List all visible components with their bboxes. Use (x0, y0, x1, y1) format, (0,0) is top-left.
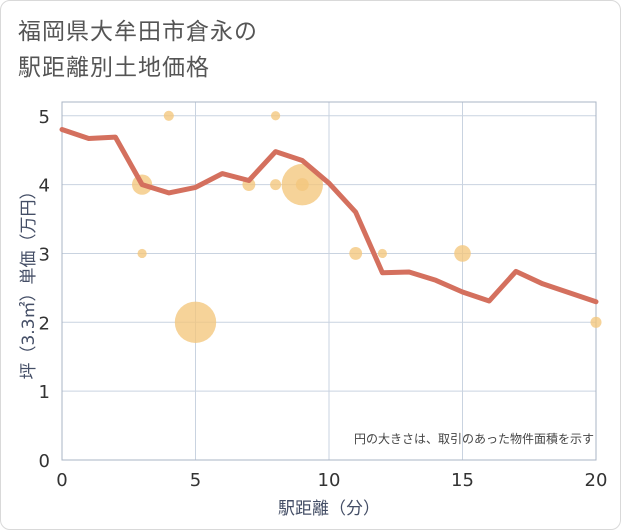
axis-ticks: 0 5 10 15 20 0 1 2 3 4 5 (39, 107, 608, 491)
scatter-point (349, 247, 363, 260)
size-note: 円の大きさは、取引のあった物件面積を示す (354, 431, 594, 446)
title-line-1: 福岡県大牟田市倉永の (18, 19, 258, 45)
scatter-point (174, 301, 217, 344)
scatter-point (137, 248, 147, 259)
scatter-points (131, 110, 602, 344)
plot-area (61, 101, 597, 461)
chart-title: 福岡県大牟田市倉永の 駅距離別土地価格 (18, 14, 258, 86)
y-tick-label: 5 (39, 107, 50, 128)
y-axis-label: 坪（3.3㎡）単価（万円） (19, 182, 39, 379)
scatter-point (590, 316, 602, 328)
scatter-point (271, 111, 281, 121)
average-line-group (59, 127, 599, 305)
scatter-point (377, 248, 387, 259)
x-tick-label: 5 (190, 470, 201, 491)
y-tick-label: 0 (39, 451, 50, 472)
x-tick-label: 0 (56, 470, 67, 491)
title-line-2: 駅距離別土地価格 (18, 55, 210, 81)
y-tick-label: 3 (39, 244, 50, 265)
x-tick-label: 20 (585, 470, 608, 491)
scatter-point (163, 110, 174, 121)
y-tick-label: 2 (39, 313, 50, 334)
grid (61, 102, 597, 461)
scatter-point (270, 179, 282, 191)
x-tick-label: 15 (451, 470, 474, 491)
scatter-point (295, 178, 309, 192)
x-tick-label: 10 (318, 470, 341, 491)
scatter-point (454, 245, 471, 262)
y-tick-label: 1 (39, 382, 50, 403)
average-line (59, 127, 599, 305)
x-axis-label: 駅距離（分） (278, 499, 380, 519)
y-tick-label: 4 (39, 176, 50, 197)
